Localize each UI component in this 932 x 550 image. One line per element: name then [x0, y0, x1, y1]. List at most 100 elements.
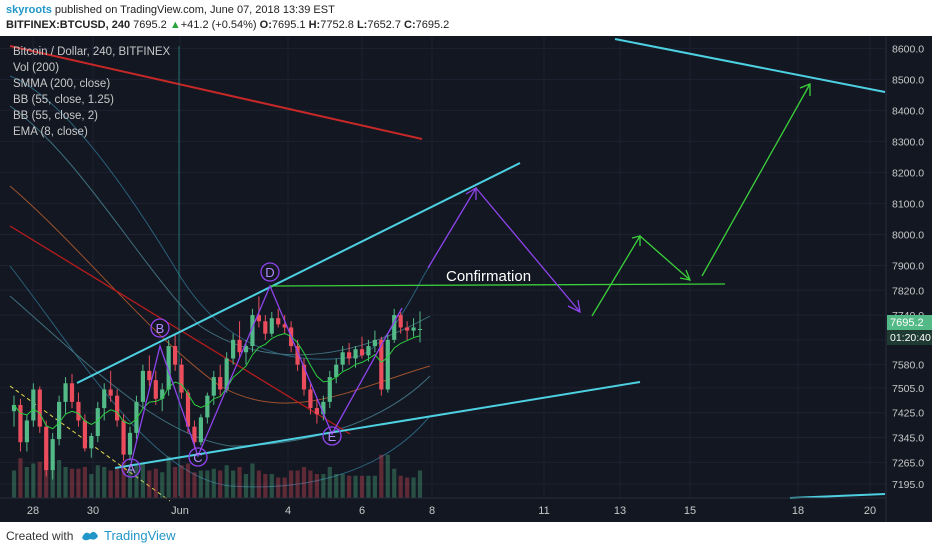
volume-bar — [50, 461, 55, 498]
wave-labels: A B C D E — [121, 262, 342, 478]
footer: Created with TradingView — [0, 522, 932, 550]
published-text: published on TradingView.com, June 07, 2… — [54, 4, 335, 16]
volume-bar — [282, 477, 287, 498]
legend: Bitcoin / Dollar, 240, BITFINEX Vol (200… — [13, 46, 171, 138]
wave-label-e: E — [328, 429, 337, 444]
candle-body — [69, 383, 75, 402]
symbol-label: BITFINEX:BTCUSD, 240 — [6, 19, 131, 31]
volume-bar — [276, 477, 281, 498]
candle-body — [179, 364, 184, 393]
symbol-line: BITFINEX:BTCUSD, 240 7695.2 ▲+41.2 (+0.5… — [6, 19, 449, 31]
price-tick-label: 8100.0 — [892, 198, 924, 210]
candle-body — [11, 404, 17, 412]
candle-body — [405, 327, 410, 331]
candle-body — [301, 364, 307, 390]
price-tick-label: 8400.0 — [892, 105, 924, 117]
open-value: 7695.1 — [271, 19, 306, 31]
wave-label-c: C — [193, 450, 202, 465]
volume-bar — [140, 463, 145, 498]
volume-bar — [57, 460, 62, 498]
candle-body — [166, 346, 171, 390]
price-change: +41.2 (+0.54%) — [180, 19, 257, 31]
ema-line — [13, 333, 421, 430]
countdown-label: 01:20:40 — [890, 332, 931, 344]
volume-bar — [115, 467, 120, 498]
volume-bar — [95, 465, 100, 498]
price-tick-label: 7195.0 — [892, 479, 924, 491]
candle-body — [89, 435, 94, 449]
candle-body — [24, 420, 29, 443]
volume-bar — [340, 474, 345, 498]
smma-fast-line — [9, 225, 351, 435]
volume-bar — [256, 470, 261, 498]
volume-bar — [218, 470, 223, 498]
volume-bar — [89, 474, 94, 498]
volume-bar — [37, 461, 42, 498]
candle-body — [185, 392, 191, 427]
candle-body — [192, 426, 197, 443]
volume-bar — [405, 477, 410, 498]
candle-body — [385, 339, 390, 390]
trendlines — [76, 38, 886, 499]
time-tick-label: Jun — [171, 505, 189, 517]
time-tick-label: 28 — [27, 505, 39, 517]
volume-bar — [353, 475, 358, 498]
volume-bar — [347, 475, 352, 498]
price-tick-label: 7425.0 — [892, 408, 924, 420]
high-value: 7752.8 — [320, 19, 354, 31]
price-tick-label: 7580.0 — [892, 360, 924, 372]
volume-bar — [231, 470, 236, 498]
price-chart[interactable]: Confirmation A B C D E Bitc — [0, 36, 932, 522]
volume-bar — [102, 467, 107, 498]
candle-body — [134, 401, 139, 433]
price-tick-label: 7900.0 — [892, 260, 924, 272]
volume-bar — [134, 463, 139, 498]
candle-body — [411, 327, 416, 331]
confirmation-line — [269, 283, 726, 287]
volume-bar — [263, 474, 268, 498]
smma-line — [9, 45, 423, 140]
volume-bar — [69, 468, 75, 498]
candle-body — [295, 346, 300, 365]
price-tick-label: 8300.0 — [892, 136, 924, 148]
candle-body — [173, 346, 178, 365]
candle-body — [57, 401, 62, 440]
volume-bar — [76, 468, 81, 498]
candle-body — [334, 364, 339, 378]
author-link[interactable]: skyroots — [6, 4, 52, 16]
time-tick-label: 6 — [359, 505, 365, 517]
candle-body — [31, 389, 36, 421]
volume-bar — [314, 474, 319, 498]
purple-projection — [129, 186, 581, 469]
volume-bar — [411, 477, 416, 498]
chart-panel[interactable]: Confirmation A B C D E Bitc — [0, 36, 932, 522]
tradingview-link[interactable]: TradingView — [104, 528, 176, 543]
close-value: 7695.2 — [415, 19, 450, 31]
volume-bar — [295, 470, 300, 498]
candle-body — [153, 380, 158, 399]
candle-body — [353, 349, 358, 359]
volume-bar — [334, 474, 339, 498]
candle-body — [231, 339, 236, 359]
low-value: 7652.7 — [367, 19, 401, 31]
resistance-trendline — [614, 38, 886, 93]
time-tick-label: 11 — [538, 505, 549, 517]
time-tick-label: 18 — [792, 505, 804, 517]
candle-body — [366, 346, 371, 356]
time-axis[interactable]: 28 30 Jun 4 6 8 11 13 15 18 20 — [27, 505, 876, 517]
candle-body — [417, 329, 423, 331]
volume-bar — [205, 470, 210, 498]
candle-body — [50, 439, 55, 471]
candle-body — [398, 315, 403, 328]
candle-body — [115, 395, 120, 421]
candle-body — [372, 339, 377, 347]
volume-bar — [417, 470, 423, 498]
candle-body — [314, 408, 319, 415]
volume-bar — [224, 465, 229, 498]
volume-bar — [327, 467, 332, 498]
tradingview-logo-icon[interactable] — [80, 528, 100, 545]
time-tick-label: 15 — [684, 505, 696, 517]
volume-bar — [108, 470, 113, 498]
candle-body — [282, 324, 287, 328]
confirmation-label: Confirmation — [446, 268, 531, 285]
